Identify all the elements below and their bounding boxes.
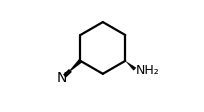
Text: NH₂: NH₂ [136, 64, 160, 76]
Polygon shape [70, 60, 81, 70]
Text: N: N [57, 71, 67, 85]
